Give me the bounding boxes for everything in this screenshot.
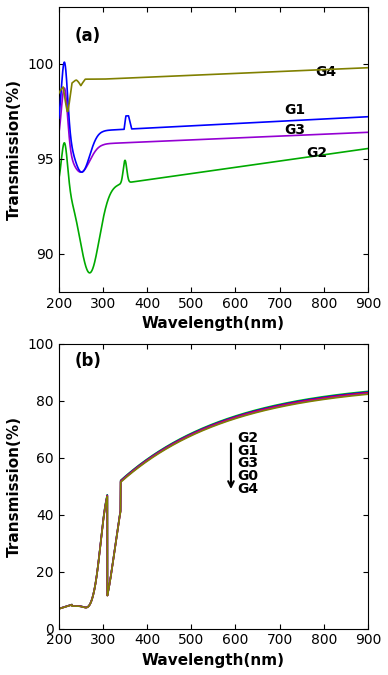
Y-axis label: Transmission(%): Transmission(%) — [7, 416, 22, 557]
Text: G2: G2 — [306, 146, 327, 160]
Text: G4: G4 — [237, 482, 259, 496]
X-axis label: Wavelength(nm): Wavelength(nm) — [142, 317, 285, 331]
Text: G0: G0 — [237, 469, 258, 483]
Text: (b): (b) — [74, 352, 101, 371]
Text: G3: G3 — [284, 124, 305, 138]
Text: G2: G2 — [237, 431, 259, 445]
Text: (a): (a) — [74, 27, 100, 45]
Text: G3: G3 — [237, 456, 258, 470]
Text: G4: G4 — [315, 65, 336, 78]
X-axis label: Wavelength(nm): Wavelength(nm) — [142, 653, 285, 668]
Text: G1: G1 — [237, 443, 259, 458]
Y-axis label: Transmission(%): Transmission(%) — [7, 79, 22, 220]
Text: G1: G1 — [284, 103, 305, 117]
